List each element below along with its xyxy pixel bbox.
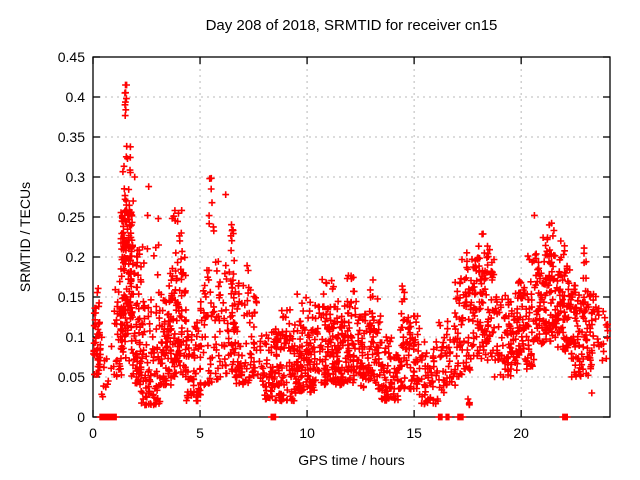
y-tick-label-0.1: 0.1 bbox=[65, 329, 85, 345]
y-tick-label-0.15: 0.15 bbox=[57, 289, 85, 305]
y-tick-label-0.3: 0.3 bbox=[65, 169, 85, 185]
y-tick-label-0.05: 0.05 bbox=[57, 369, 85, 385]
x-tick-label-20: 20 bbox=[513, 425, 529, 441]
x-tick-label-0: 0 bbox=[89, 425, 97, 441]
scatter-points bbox=[90, 81, 612, 421]
x-tick-label-5: 5 bbox=[196, 425, 204, 441]
y-tick-label-0.25: 0.25 bbox=[57, 209, 85, 225]
y-tick-label-0: 0 bbox=[77, 409, 85, 425]
x-axis-label: GPS time / hours bbox=[298, 452, 405, 468]
y-tick-label-0.4: 0.4 bbox=[65, 89, 85, 105]
y-tick-label-0.35: 0.35 bbox=[57, 129, 85, 145]
y-tick-label-0.45: 0.45 bbox=[57, 49, 85, 65]
chart-title: Day 208 of 2018, SRMTID for receiver cn1… bbox=[205, 17, 498, 34]
x-tick-label-10: 10 bbox=[299, 425, 315, 441]
plot-border bbox=[92, 56, 611, 418]
x-tick-label-15: 15 bbox=[406, 425, 422, 441]
y-tick-label-0.2: 0.2 bbox=[65, 249, 85, 265]
